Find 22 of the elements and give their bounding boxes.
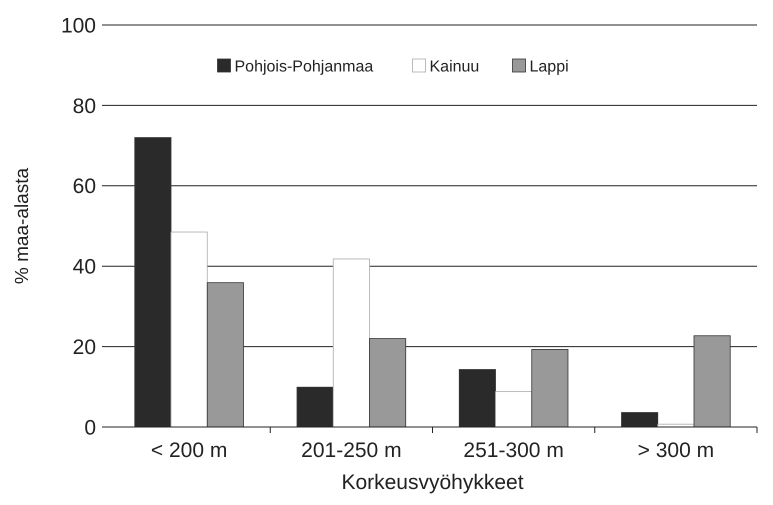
y-tick-label: 100: [60, 14, 96, 38]
y-axis-title: % maa-alasta: [12, 167, 33, 284]
y-tick-label: 0: [84, 416, 96, 440]
bar: [531, 349, 568, 428]
legend-label: Pohjois-Pohjanmaa: [234, 58, 374, 76]
x-tick-label: 201-250 m: [301, 439, 402, 462]
y-tick-label: 60: [72, 175, 96, 198]
bar: [495, 391, 532, 428]
bar: [332, 258, 370, 428]
x-axis-title: Korkeusvyöhykkeet: [341, 471, 524, 494]
legend-label: Kainuu: [430, 58, 480, 76]
legend-label: Lappi: [530, 58, 569, 76]
x-tick-label: < 200 m: [150, 439, 228, 462]
x-tick-label: > 300 m: [638, 439, 714, 462]
bar: [369, 338, 406, 428]
x-tick-label: 251-300 m: [463, 439, 564, 462]
bar: [694, 335, 731, 428]
y-tick-label: 80: [72, 94, 96, 118]
bar: [206, 282, 244, 428]
bar: [170, 232, 208, 428]
y-tick-label: 40: [72, 256, 96, 279]
y-tick-label: 20: [72, 336, 96, 359]
